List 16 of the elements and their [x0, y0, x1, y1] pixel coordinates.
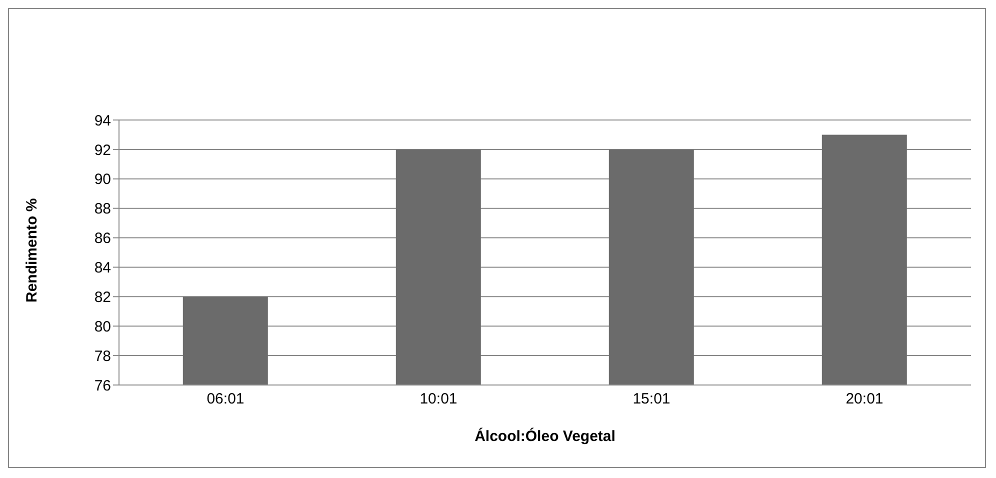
- y-tick-label: 82: [94, 288, 111, 306]
- x-tick-label: 10:01: [420, 390, 458, 408]
- y-tick-label: 94: [94, 112, 111, 130]
- x-axis-title: Álcool:Óleo Vegetal: [474, 427, 616, 445]
- x-tick-label: 20:01: [846, 390, 884, 408]
- y-tick-label: 84: [94, 260, 111, 277]
- y-tick-label: 90: [94, 171, 111, 188]
- y-tick-label: 78: [94, 348, 111, 365]
- y-tick-label: 76: [94, 377, 111, 394]
- y-tick-label: 92: [94, 142, 111, 159]
- x-tick-label: 15:01: [632, 390, 670, 408]
- x-tick-label: 06:01: [206, 390, 244, 408]
- y-axis-title: Rendimento %: [23, 198, 40, 302]
- y-tick-label: 86: [94, 230, 111, 248]
- y-tick-label: 88: [94, 200, 111, 218]
- y-tick-label: 80: [94, 318, 111, 336]
